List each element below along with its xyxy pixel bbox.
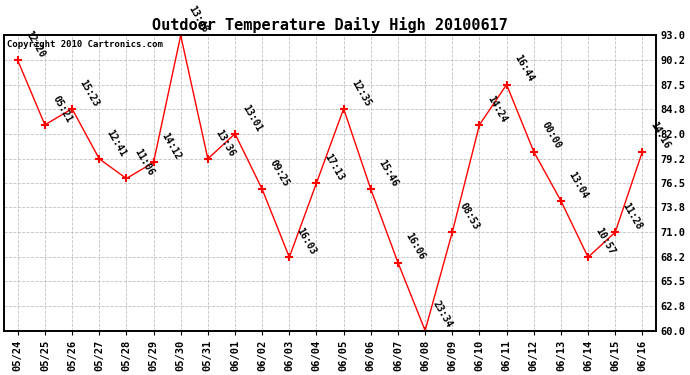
Text: 14:24: 14:24 [485, 94, 509, 124]
Text: 13:04: 13:04 [566, 170, 590, 200]
Text: 11:28: 11:28 [621, 201, 644, 231]
Text: 17:13: 17:13 [322, 152, 346, 182]
Text: 16:44: 16:44 [512, 53, 535, 84]
Text: 08:53: 08:53 [458, 201, 481, 231]
Text: 14:12: 14:12 [159, 131, 182, 162]
Text: 12:41: 12:41 [105, 128, 128, 158]
Text: Copyright 2010 Cartronics.com: Copyright 2010 Cartronics.com [8, 40, 164, 49]
Text: 00:00: 00:00 [540, 120, 562, 151]
Text: 12:35: 12:35 [349, 78, 373, 108]
Text: 15:46: 15:46 [376, 158, 400, 189]
Text: 10:57: 10:57 [593, 226, 617, 256]
Title: Outdoor Temperature Daily High 20100617: Outdoor Temperature Daily High 20100617 [152, 17, 508, 33]
Text: 13:01: 13:01 [241, 102, 264, 133]
Text: 16:06: 16:06 [404, 231, 427, 262]
Text: 12:20: 12:20 [23, 29, 47, 60]
Text: 13:48: 13:48 [186, 4, 210, 34]
Text: 11:06: 11:06 [132, 147, 155, 178]
Text: 23:34: 23:34 [431, 299, 454, 330]
Text: 15:23: 15:23 [77, 78, 101, 108]
Text: 13:36: 13:36 [213, 128, 237, 158]
Text: 09:25: 09:25 [268, 158, 291, 189]
Text: 05:21: 05:21 [50, 94, 74, 124]
Text: 14:16: 14:16 [648, 120, 671, 151]
Text: 16:03: 16:03 [295, 226, 318, 256]
